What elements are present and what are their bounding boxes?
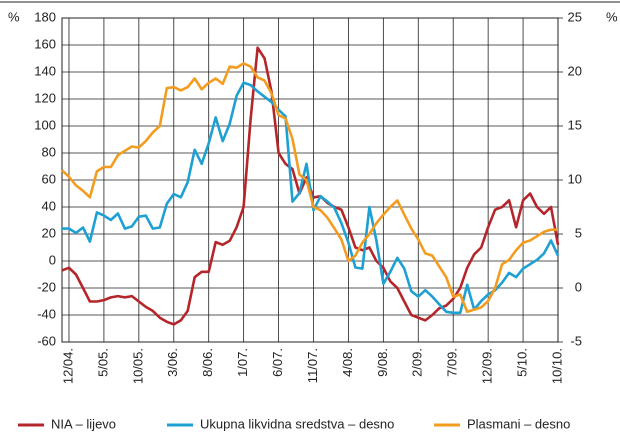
y2-axis-label: % <box>606 9 618 24</box>
y-tick-label: -20 <box>37 279 56 294</box>
y-axis-label: % <box>8 9 20 24</box>
y2-tick-label: 20 <box>568 63 582 78</box>
y2-tick-label: 15 <box>568 117 582 132</box>
legend-label: Plasmani – desno <box>467 416 570 431</box>
y2-tick-label: 5 <box>575 225 582 240</box>
x-tick-label: 12/09. <box>480 348 495 384</box>
x-tick-label: 9/08. <box>375 348 390 377</box>
y2-tick-label: 10 <box>568 171 582 186</box>
x-tick-label: 5/10. <box>515 348 530 377</box>
y-tick-label: 80 <box>42 144 56 159</box>
y-tick-label: -40 <box>37 306 56 321</box>
x-tick-label: 1/07. <box>235 348 250 377</box>
y2-tick-label: 25 <box>568 9 582 24</box>
y-tick-label: 140 <box>34 63 56 78</box>
y2-tick-label: 0 <box>575 279 582 294</box>
y-tick-label: 100 <box>34 117 56 132</box>
y-tick-label: 180 <box>34 9 56 24</box>
x-tick-label: 5/05. <box>95 348 110 377</box>
x-tick-label: 2/09. <box>410 348 425 377</box>
x-tick-label: 6/07. <box>270 348 285 377</box>
y2-tick-label: -5 <box>570 333 582 348</box>
x-tick-label: 10/05. <box>130 348 145 384</box>
x-tick-label: 11/07. <box>305 348 320 383</box>
y-tick-label: 20 <box>42 225 56 240</box>
x-tick-label: 3/06. <box>165 348 180 377</box>
y-tick-label: 0 <box>49 252 56 267</box>
y-tick-label: 160 <box>34 36 56 51</box>
x-tick-label: 12/04. <box>60 348 75 384</box>
y-tick-label: 40 <box>42 198 56 213</box>
series-line <box>61 62 558 314</box>
y-tick-label: 60 <box>42 171 56 186</box>
x-tick-label: 4/08. <box>340 348 355 377</box>
x-tick-label: 7/09. <box>445 348 460 377</box>
y-tick-label: 120 <box>34 90 56 105</box>
legend-label: NIA – lijevo <box>51 416 116 431</box>
legend-label: Ukupna likvidna sredstva – desno <box>200 416 394 431</box>
x-tick-label: 10/10. <box>549 348 564 384</box>
y-tick-label: -60 <box>37 333 56 348</box>
x-tick-label: 8/06. <box>200 348 215 377</box>
